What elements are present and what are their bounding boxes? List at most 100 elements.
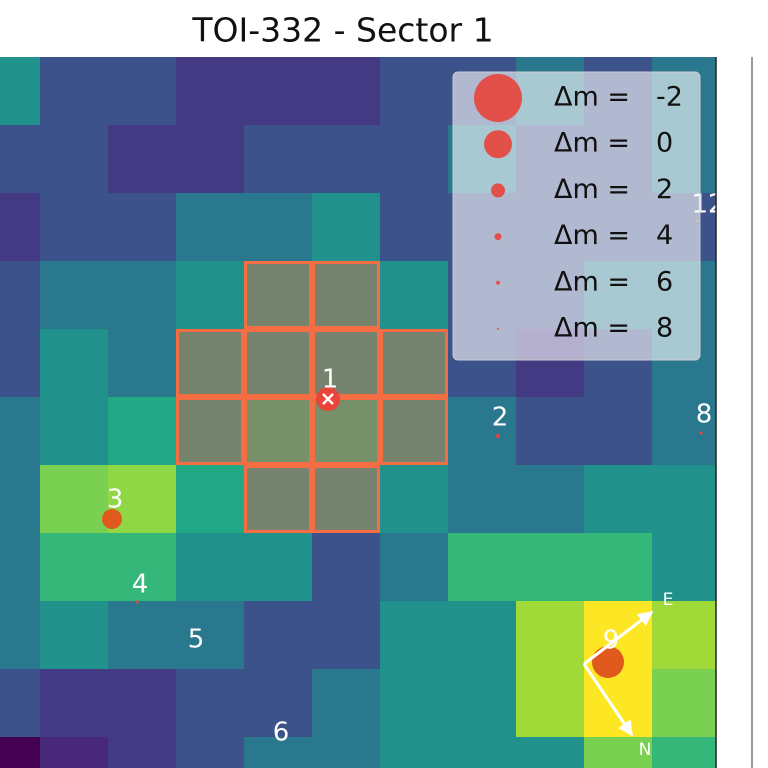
- aperture-pixel: [380, 397, 448, 465]
- pixel: [516, 601, 585, 670]
- compass-label: E: [663, 590, 674, 610]
- pixel: [176, 397, 245, 466]
- pixel: [0, 397, 41, 466]
- aperture-pixel: [312, 261, 380, 329]
- legend-label: Δm =: [554, 128, 630, 159]
- pixel: [652, 737, 716, 768]
- chart-title: TOI-332 - Sector 1: [191, 11, 493, 50]
- pixel: [108, 737, 177, 768]
- pixel: [312, 125, 381, 194]
- pixel: [40, 737, 109, 768]
- pixel: [0, 737, 41, 768]
- pixel: [380, 601, 449, 670]
- star: [592, 646, 624, 678]
- pixel: [312, 669, 381, 738]
- pixel: [108, 397, 177, 466]
- pixel: [0, 669, 41, 738]
- pixel: [244, 669, 313, 738]
- star-label: 2: [492, 403, 509, 433]
- pixel: [244, 57, 313, 126]
- pixel: [244, 125, 313, 194]
- pixel: [516, 465, 585, 534]
- aperture-pixel: [244, 261, 312, 329]
- legend-marker: [491, 183, 505, 198]
- pixel: [40, 669, 109, 738]
- pixel: [244, 261, 313, 330]
- pixel: [40, 397, 109, 466]
- pixel: [108, 533, 177, 602]
- pixel: [0, 533, 41, 602]
- pixel: [108, 125, 177, 194]
- pixel: [312, 193, 381, 262]
- pixel: [108, 261, 177, 330]
- pixel: [380, 737, 449, 768]
- compass-label: N: [639, 740, 652, 760]
- pixel: [176, 601, 245, 670]
- aperture-pixel: [176, 397, 244, 465]
- pixel: [380, 669, 449, 738]
- pixel: [652, 533, 716, 602]
- legend-value: -2: [656, 82, 683, 113]
- pixel: [584, 737, 653, 768]
- pixel: [448, 465, 517, 534]
- pixel: [108, 669, 177, 738]
- pixel: [244, 329, 313, 398]
- pixel: [176, 737, 245, 768]
- pixel: [244, 193, 313, 262]
- legend-label: Δm =: [554, 174, 630, 205]
- pixel: [380, 193, 449, 262]
- pixel: [40, 533, 109, 602]
- pixel: [0, 193, 41, 262]
- pixel: [380, 465, 449, 534]
- pixel: [0, 125, 41, 194]
- pixel: [244, 601, 313, 670]
- legend-value: 6: [656, 266, 673, 297]
- pixel: [380, 125, 449, 194]
- legend-marker: [497, 328, 499, 330]
- pixel: [176, 533, 245, 602]
- legend-marker: [496, 280, 500, 285]
- pixel: [516, 669, 585, 738]
- star: [135, 600, 139, 604]
- legend-value: 2: [656, 174, 673, 205]
- pixel: [176, 125, 245, 194]
- legend-label: Δm =: [554, 266, 630, 297]
- pixel: [652, 465, 716, 534]
- pixel: [0, 57, 41, 126]
- pixel: [448, 533, 517, 602]
- pixel: [0, 261, 41, 330]
- pixel: [448, 737, 517, 768]
- pixel: [448, 669, 517, 738]
- pixel: [312, 465, 381, 534]
- pixel: [584, 465, 653, 534]
- star-label: 8: [696, 400, 713, 430]
- pixel: [40, 601, 109, 670]
- compass-arrow: [583, 610, 654, 666]
- aperture-pixel: [244, 397, 312, 465]
- pixel: [312, 533, 381, 602]
- aperture-pixel: [380, 329, 448, 397]
- aperture-pixel: [312, 329, 380, 397]
- pixel: [516, 397, 585, 466]
- legend-value: 0: [656, 128, 673, 159]
- legend-label: Δm =: [554, 313, 630, 344]
- legend-marker: [494, 233, 502, 241]
- legend-label: Δm =: [554, 220, 630, 251]
- pixel: [108, 57, 177, 126]
- legend-marker: [484, 130, 512, 159]
- pixel: [244, 465, 313, 534]
- pixel: [448, 601, 517, 670]
- aperture-pixel: [244, 329, 312, 397]
- pixel: [176, 465, 245, 534]
- pixel: [312, 261, 381, 330]
- star-label: 3: [107, 485, 124, 515]
- star: [699, 431, 703, 435]
- pixel: [40, 193, 109, 262]
- pixel: [380, 533, 449, 602]
- pixel: [584, 397, 653, 466]
- pixel: [380, 397, 449, 466]
- pixel: [516, 533, 585, 602]
- pixel: [244, 397, 313, 466]
- pixel: [40, 465, 109, 534]
